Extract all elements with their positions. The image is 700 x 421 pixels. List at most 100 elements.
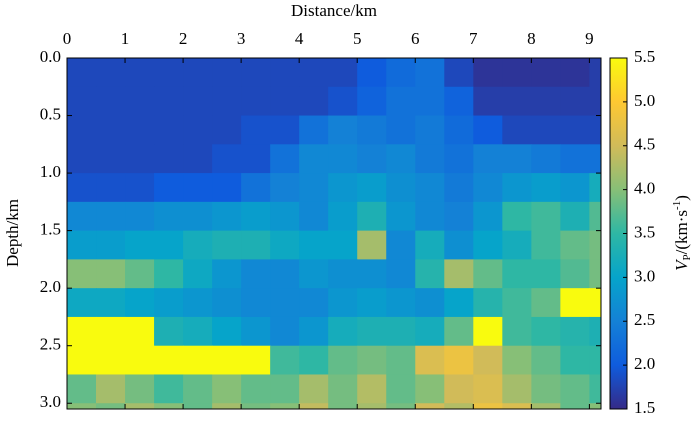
colorbar-tick-label: 2.0: [634, 354, 655, 373]
cell: [560, 259, 590, 289]
cell: [125, 144, 155, 174]
cell: [444, 230, 474, 260]
cell: [531, 288, 561, 318]
cell: [357, 86, 387, 117]
cell: [357, 144, 387, 174]
cell: [183, 58, 213, 88]
cell: [183, 403, 213, 410]
cell: [415, 374, 445, 404]
cell: [560, 144, 590, 174]
cell: [241, 173, 271, 203]
cell: [386, 316, 416, 347]
cell: [560, 173, 590, 203]
cell: [415, 316, 445, 347]
cell: [212, 144, 242, 174]
cell: [357, 259, 387, 289]
cell: [154, 115, 184, 145]
cell: [502, 201, 532, 232]
cell: [212, 403, 242, 410]
cell: [154, 230, 184, 260]
cell: [96, 374, 126, 404]
x-tick-label: 6: [411, 29, 420, 48]
cell: [67, 201, 97, 232]
cell: [125, 374, 155, 404]
cell: [386, 259, 416, 289]
cell: [386, 288, 416, 318]
cell: [531, 403, 561, 410]
cell: [299, 403, 329, 410]
x-tick-label: 5: [353, 29, 362, 48]
cell: [473, 403, 503, 410]
cell: [299, 259, 329, 289]
x-tick-label: 4: [295, 29, 304, 48]
cell: [473, 201, 503, 232]
cell: [328, 345, 358, 375]
cell: [67, 316, 97, 347]
cell: [299, 58, 329, 88]
cell: [154, 259, 184, 289]
cell: [415, 288, 445, 318]
cell: [386, 86, 416, 117]
cell: [328, 115, 358, 145]
cell: [299, 288, 329, 318]
cell: [444, 403, 474, 410]
cell: [502, 316, 532, 347]
cell: [357, 173, 387, 203]
cell: [183, 173, 213, 203]
cell: [67, 288, 97, 318]
cell: [444, 345, 474, 375]
cell: [125, 259, 155, 289]
cell: [589, 230, 602, 260]
cell: [67, 173, 97, 203]
cell: [415, 58, 445, 88]
cell: [299, 144, 329, 174]
cell: [560, 86, 590, 117]
cell: [589, 259, 602, 289]
cell: [444, 173, 474, 203]
cell: [531, 316, 561, 347]
x-tick-label: 9: [585, 29, 594, 48]
cell: [560, 201, 590, 232]
cell: [67, 230, 97, 260]
cell: [502, 230, 532, 260]
cell: [96, 230, 126, 260]
cell: [415, 86, 445, 117]
cell: [502, 259, 532, 289]
cell: [357, 58, 387, 88]
cell: [241, 403, 271, 410]
cell: [531, 345, 561, 375]
cell: [212, 201, 242, 232]
cell: [531, 374, 561, 404]
cell: [96, 173, 126, 203]
cell: [183, 259, 213, 289]
cell: [328, 173, 358, 203]
y-tick-label: 0.0: [40, 47, 61, 66]
x-tick-label: 3: [237, 29, 246, 48]
cell: [96, 201, 126, 232]
cell: [560, 345, 590, 375]
cell: [502, 58, 532, 88]
cell: [299, 345, 329, 375]
colorbar-tick-label: 5.5: [634, 47, 655, 66]
cell: [502, 345, 532, 375]
cell: [531, 230, 561, 260]
cell: [183, 374, 213, 404]
cell: [386, 58, 416, 88]
cell: [502, 173, 532, 203]
cell: [96, 58, 126, 88]
cell: [357, 288, 387, 318]
cell: [154, 201, 184, 232]
y-tick-label: 2.0: [40, 277, 61, 296]
cell: [67, 115, 97, 145]
cell: [560, 316, 590, 347]
cell: [241, 86, 271, 117]
cell: [502, 374, 532, 404]
y-tick-label: 1.0: [40, 162, 61, 181]
cell: [357, 345, 387, 375]
cell: [328, 259, 358, 289]
cell: [154, 345, 184, 375]
cell: [357, 201, 387, 232]
cell: [473, 230, 503, 260]
x-tick-label: 1: [121, 29, 130, 48]
cell: [299, 115, 329, 145]
